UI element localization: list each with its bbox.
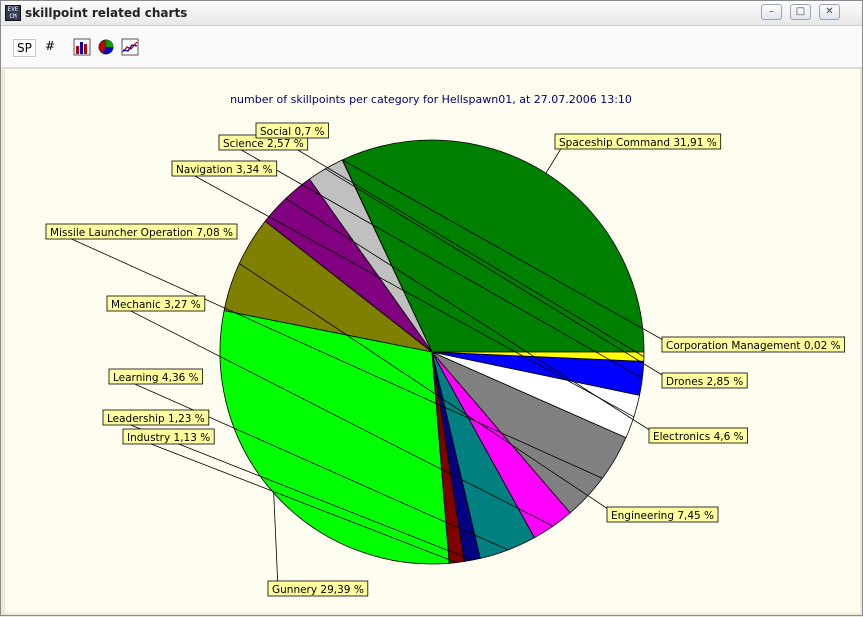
slice-label-text: Science 2,57 %	[223, 138, 304, 150]
slice-label-text: Leadership 1,23 %	[107, 413, 205, 425]
slice-label-text: Industry 1,13 %	[127, 432, 210, 444]
slice-label-text: Electronics 4,6 %	[653, 431, 744, 443]
slice-label: Industry 1,13 %	[122, 428, 215, 445]
pie-chart-icon[interactable]	[97, 38, 115, 56]
leader-line	[228, 142, 643, 379]
pie-slice[interactable]	[341, 139, 645, 353]
slice-label-text: Drones 2,85 %	[666, 376, 743, 388]
leader-line	[118, 376, 509, 551]
leader-line	[265, 130, 645, 358]
slice-label: Mechanic 3,27 %	[106, 295, 206, 312]
maximize-button[interactable]: □	[790, 4, 811, 20]
slice-label-text: Spaceship Command 31,91 %	[559, 137, 717, 149]
slice-label-text: Gunnery 29,39 %	[272, 584, 364, 596]
bar-chart-icon[interactable]	[73, 38, 91, 56]
minimize-button[interactable]: –	[761, 4, 782, 20]
slice-label: Science 2,57 %	[218, 134, 309, 151]
chart-title: number of skillpoints per category for H…	[230, 93, 632, 106]
slice-label: Gunnery 29,39 %	[267, 580, 369, 597]
close-button[interactable]: ✕	[819, 4, 840, 20]
slice-label: Electronics 4,6 %	[648, 427, 748, 444]
leader-line	[55, 231, 603, 479]
slice-label: Spaceship Command 31,91 %	[554, 133, 722, 150]
slice-label: Social 0,7 %	[255, 122, 329, 139]
toolbar: SP #	[1, 26, 862, 68]
count-toggle-button[interactable]: #	[45, 39, 56, 53]
chart-area: number of skillpoints per category for H…	[5, 68, 860, 613]
pie-slice[interactable]	[219, 310, 450, 565]
slice-label: Missile Launcher Operation 7,08 %	[45, 223, 238, 240]
slice-label: Navigation 3,34 %	[171, 160, 278, 177]
title-bar[interactable]: EVE CM skillpoint related charts – □ ✕	[1, 1, 862, 26]
line-chart-icon[interactable]	[121, 38, 139, 56]
leader-line	[239, 263, 618, 516]
slice-label-text: Learning 4,36 %	[113, 372, 199, 384]
leader-line	[181, 168, 634, 418]
leader-line	[325, 168, 673, 382]
slice-label: Corporation Management 0,02 %	[661, 336, 846, 353]
leader-line	[132, 436, 457, 563]
slice-label-text: Corporation Management 0,02 %	[666, 340, 841, 352]
slice-label-text: Missile Launcher Operation 7,08 %	[50, 227, 233, 239]
slice-label: Engineering 7,45 %	[606, 506, 719, 523]
slice-label: Learning 4,36 %	[108, 368, 203, 385]
slice-label-text: Engineering 7,45 %	[611, 510, 714, 522]
leader-line	[273, 493, 279, 590]
slice-label-text: Navigation 3,34 %	[176, 164, 273, 176]
slice-label: Drones 2,85 %	[661, 372, 748, 389]
pie-slice[interactable]	[431, 351, 645, 362]
slice-label-text: Social 0,7 %	[260, 126, 325, 138]
leader-line	[116, 303, 554, 527]
pie-chart: number of skillpoints per category for H…	[45, 93, 846, 597]
app-icon: EVE CM	[5, 5, 21, 21]
window-title: skillpoint related charts	[25, 6, 188, 20]
leader-line	[342, 159, 673, 346]
slice-label-text: Mechanic 3,27 %	[111, 299, 201, 311]
slice-label: Leadership 1,23 %	[102, 409, 210, 426]
sp-toggle-button[interactable]: SP	[13, 39, 36, 57]
